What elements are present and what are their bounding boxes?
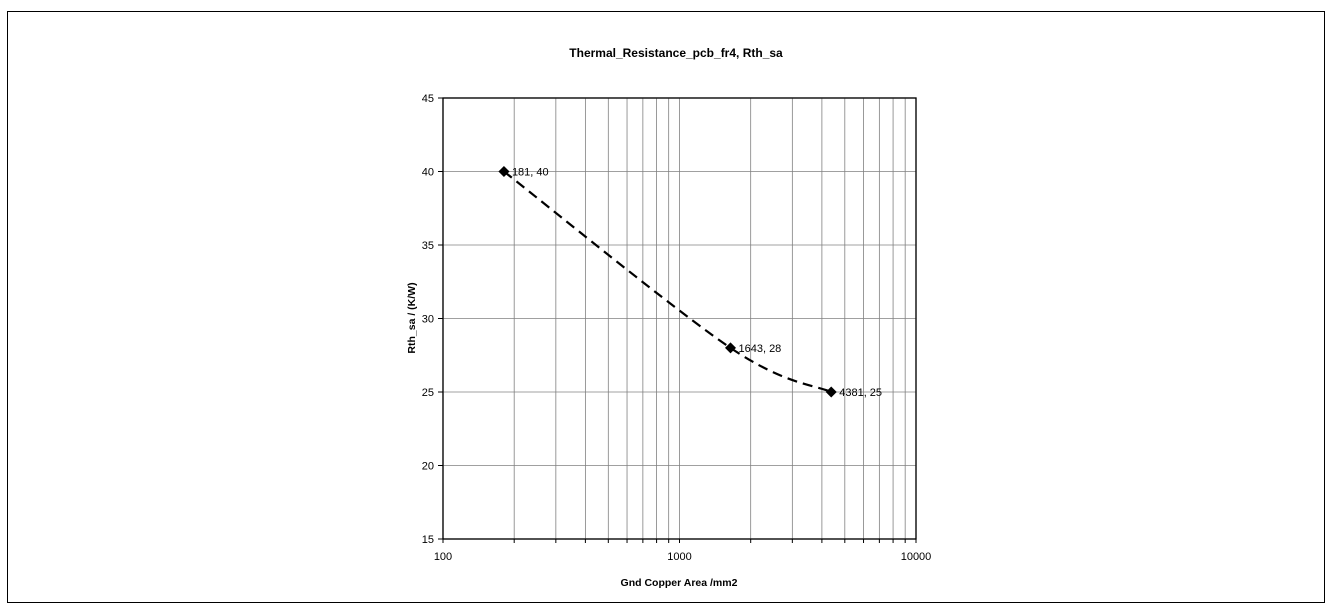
y-axis-ticks: 15 20 25 30 35 40 45 — [422, 93, 443, 546]
data-point-marker — [498, 166, 510, 177]
y-tick-label: 45 — [422, 93, 434, 105]
data-point-label: 4381, 25 — [839, 387, 882, 399]
marker-layer — [498, 166, 837, 398]
y-tick-label: 15 — [422, 534, 434, 546]
series-layer — [503, 170, 832, 394]
y-tick-label: 35 — [422, 240, 434, 252]
data-point-label: 1643, 28 — [738, 343, 781, 355]
y-tick-label: 20 — [422, 461, 434, 473]
grid-lines — [443, 98, 916, 539]
y-axis-label: Rth_sa / (K/W) — [406, 282, 418, 353]
data-point-marker — [825, 386, 837, 398]
data-label-layer: 181, 40 1643, 28 4381, 25 — [512, 167, 882, 400]
x-tick-label: 100 — [434, 551, 452, 563]
y-tick-label: 25 — [422, 387, 434, 399]
x-axis-ticks: 100 1000 10000 — [434, 539, 931, 563]
chart-title: Thermal_Resistance_pcb_fr4, Rth_sa — [569, 46, 783, 60]
x-tick-label: 1000 — [667, 551, 691, 563]
data-point-marker — [724, 342, 736, 354]
y-tick-label: 40 — [422, 167, 434, 179]
y-tick-label: 30 — [422, 314, 434, 326]
plot-border-outline — [442, 97, 917, 540]
x-tick-label: 10000 — [901, 551, 932, 563]
data-point-label: 181, 40 — [512, 167, 549, 179]
x-axis-label: Gnd Copper Area /mm2 — [621, 577, 738, 589]
series-line — [503, 170, 832, 394]
